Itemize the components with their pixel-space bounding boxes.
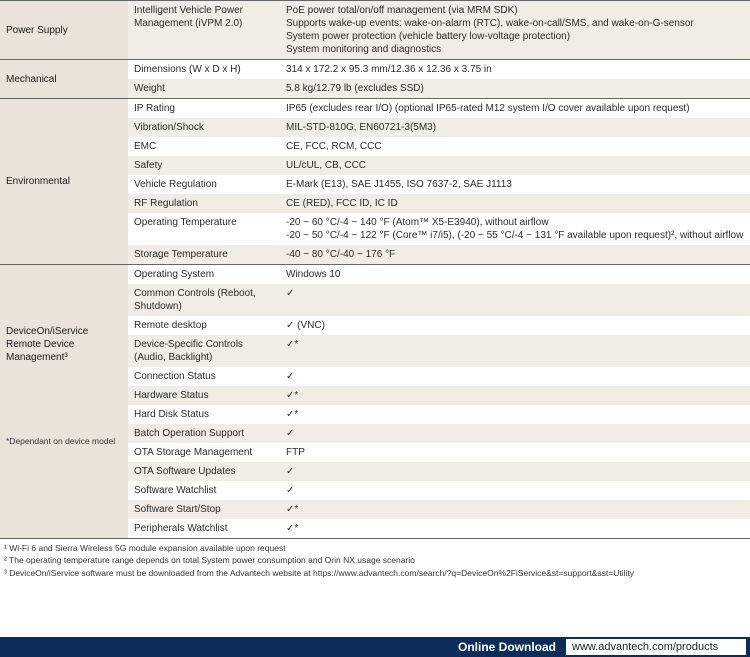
param-cell: Storage Temperature xyxy=(128,245,280,265)
download-bar-wrap: Online Download www.advantech.com/produc… xyxy=(0,637,750,657)
param-cell: Batch Operation Support xyxy=(128,424,280,443)
category-cell: Environmental xyxy=(0,99,128,265)
value-cell: CE (RED), FCC ID, IC ID xyxy=(280,194,750,213)
value-cell: 314 x 172.2 x 95.3 mm/12.36 x 12.36 x 3.… xyxy=(280,60,750,80)
param-cell: Intelligent Vehicle Power Management (iV… xyxy=(128,1,280,60)
category-cell: Power Supply xyxy=(0,1,128,60)
spec-table: Power Supply Intelligent Vehicle Power Ma… xyxy=(0,0,750,539)
param-cell: Device-Specific Controls (Audio, Backlig… xyxy=(128,335,280,367)
value-cell: ✓ xyxy=(280,481,750,500)
value-cell: ✓* xyxy=(280,335,750,367)
param-cell: Operating Temperature xyxy=(128,213,280,245)
param-cell: RF Regulation xyxy=(128,194,280,213)
value-cell: -20 ~ 60 °C/-4 ~ 140 °F (Atom™ X5-E3940)… xyxy=(280,213,750,245)
param-cell: OTA Storage Management xyxy=(128,443,280,462)
category-cell: DeviceOn/iService Remote Device Manageme… xyxy=(0,265,128,539)
footnote-line: ² The operating temperature range depend… xyxy=(4,555,746,566)
param-cell: Operating System xyxy=(128,265,280,285)
value-cell: ✓ xyxy=(280,367,750,386)
category-cell: Mechanical xyxy=(0,60,128,99)
category-label: Environmental xyxy=(6,176,70,187)
value-cell: 5.8 kg/12.79 lb (excludes SSD) xyxy=(280,79,750,99)
param-cell: Connection Status xyxy=(128,367,280,386)
download-label: Online Download xyxy=(454,640,560,654)
footnotes: ¹ Wi-Fi 6 and Sierra Wireless 5G module … xyxy=(0,543,750,579)
param-cell: Software Start/Stop xyxy=(128,500,280,519)
param-cell: Vehicle Regulation xyxy=(128,175,280,194)
value-cell: IP65 (excludes rear I/O) (optional IP65-… xyxy=(280,99,750,119)
param-cell: Hardware Status xyxy=(128,386,280,405)
param-cell: Peripherals Watchlist xyxy=(128,519,280,539)
value-cell: FTP xyxy=(280,443,750,462)
download-bar: Online Download www.advantech.com/produc… xyxy=(0,637,750,657)
param-cell: Weight xyxy=(128,79,280,99)
value-cell: MIL-STD-810G, EN60721-3(5M3) xyxy=(280,118,750,137)
param-cell: OTA Software Updates xyxy=(128,462,280,481)
param-cell: IP Rating xyxy=(128,99,280,119)
param-cell: Hard Disk Status xyxy=(128,405,280,424)
param-cell: Vibration/Shock xyxy=(128,118,280,137)
value-cell: ✓* xyxy=(280,500,750,519)
value-cell: ✓* xyxy=(280,405,750,424)
footnote-line: ¹ Wi-Fi 6 and Sierra Wireless 5G module … xyxy=(4,543,746,554)
value-cell: -40 ~ 80 °C/-40 ~ 176 °F xyxy=(280,245,750,265)
param-cell: Dimensions (W x D x H) xyxy=(128,60,280,80)
download-url[interactable]: www.advantech.com/products xyxy=(566,639,746,655)
category-label: Mechanical xyxy=(6,74,57,85)
value-cell: ✓ xyxy=(280,462,750,481)
param-cell: EMC xyxy=(128,137,280,156)
category-label: DeviceOn/iService Remote Device Manageme… xyxy=(6,326,88,363)
value-cell: CE, FCC, RCM, CCC xyxy=(280,137,750,156)
footnote-line: ³ DeviceOn/iService software must be dow… xyxy=(4,568,746,579)
category-note: *Dependant on device model xyxy=(6,436,122,447)
param-cell: Software Watchlist xyxy=(128,481,280,500)
param-cell: Remote desktop xyxy=(128,316,280,335)
value-cell: E-Mark (E13), SAE J1455, ISO 7637-2, SAE… xyxy=(280,175,750,194)
value-cell: ✓ xyxy=(280,284,750,316)
value-cell: ✓* xyxy=(280,519,750,539)
value-cell: PoE power total/on/off management (via M… xyxy=(280,1,750,60)
value-cell: Windows 10 xyxy=(280,265,750,285)
value-cell: ✓* xyxy=(280,386,750,405)
param-cell: Safety xyxy=(128,156,280,175)
value-cell: ✓ (VNC) xyxy=(280,316,750,335)
value-cell: ✓ xyxy=(280,424,750,443)
param-cell: Common Controls (Reboot, Shutdown) xyxy=(128,284,280,316)
value-cell: UL/cUL, CB, CCC xyxy=(280,156,750,175)
category-label: Power Supply xyxy=(6,25,68,36)
